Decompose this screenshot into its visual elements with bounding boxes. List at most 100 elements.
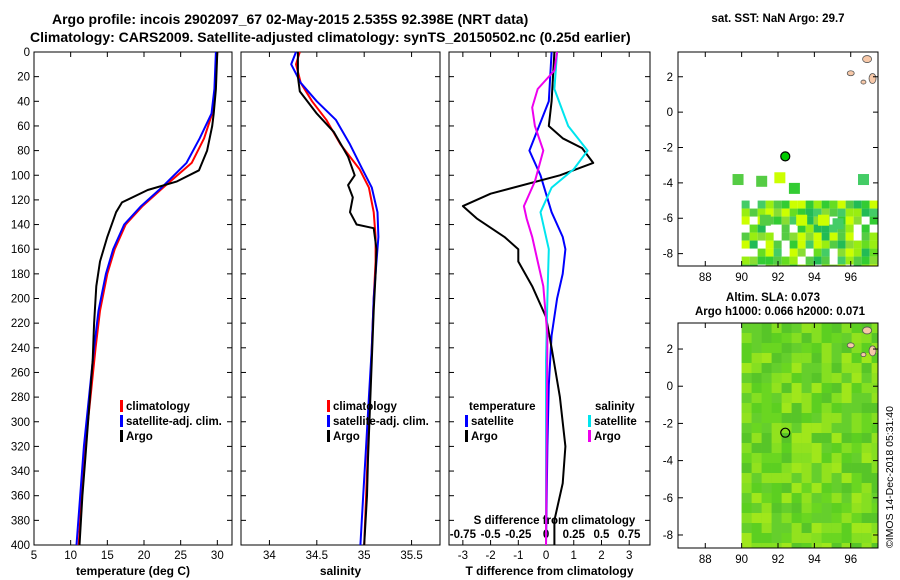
sla-cell: [811, 453, 822, 463]
sla-cell: [831, 333, 842, 343]
sla-cell: [851, 433, 862, 443]
map-y-tick-label: -2: [663, 143, 673, 155]
timestamp-stamp: ©IMOS 14-Dec-2018 05:31:40: [884, 406, 896, 548]
sla-cell: [791, 363, 802, 373]
y-tick-label: 400: [11, 540, 30, 552]
sst-cell: [805, 208, 814, 217]
map-y-tick-label: -2: [663, 418, 673, 430]
sla-map-panel: 88 90 92 94 96 2 0 -2 -4 -6 -8 Altim. SLA: 0.073 Arg…: [663, 292, 879, 566]
sla-cell: [761, 363, 772, 373]
sla-cell: [851, 343, 862, 353]
legend-entry: Argo: [126, 431, 153, 443]
sla-cell: [761, 423, 772, 433]
sst-cell: [757, 248, 766, 257]
sst-cell: [805, 264, 814, 266]
map-x-tick-label: 88: [699, 272, 712, 284]
sst-cell: [877, 216, 878, 225]
sla-cell: [841, 363, 852, 373]
sla-cell: [801, 493, 812, 503]
sla-cell: [851, 533, 862, 543]
sla-cell: [861, 343, 872, 353]
sla-cell: [851, 443, 862, 453]
x2-tick-label: -0.75: [450, 529, 477, 541]
sla-cell: [831, 413, 842, 423]
sla-cell: [861, 383, 872, 393]
sst-cell: [853, 248, 862, 257]
sla-cell: [741, 473, 752, 483]
sla-cell: [861, 333, 872, 343]
sla-cell: [741, 523, 752, 533]
map-subtitle: Argo h1000: 0.066 h2000: 0.071: [695, 306, 866, 318]
sla-cell: [871, 543, 878, 548]
sla-cell: [871, 323, 878, 333]
sst-cell: [829, 208, 838, 217]
legend-entry: climatology: [333, 401, 398, 413]
sst-cell: [773, 248, 782, 257]
sst-cell: [781, 208, 790, 217]
sla-cell: [801, 363, 812, 373]
sla-cell: [811, 483, 822, 493]
sst-cell: [789, 248, 798, 257]
sst-cell: [837, 248, 846, 257]
sst-cell: [829, 240, 838, 249]
sla-cell: [741, 403, 752, 413]
sla-cell: [761, 343, 772, 353]
sla-cell: [801, 413, 812, 423]
sla-cell: [781, 413, 792, 423]
sla-cell: [841, 323, 852, 333]
sla-cell: [741, 493, 752, 503]
y-tick-label: 260: [11, 367, 30, 379]
sla-cell: [831, 523, 842, 533]
legend-entry: Argo: [594, 431, 621, 443]
series-line: [290, 51, 380, 546]
sla-cell: [801, 463, 812, 473]
sst-cell: [781, 216, 790, 225]
sla-cell: [851, 503, 862, 513]
sla-cell: [761, 413, 772, 423]
legend-swatch: [327, 415, 330, 427]
sla-cell: [841, 353, 852, 363]
legend-title-temperature: temperature: [469, 401, 535, 413]
sla-cell: [751, 413, 762, 423]
sla-cell: [781, 353, 792, 363]
sst-cell: [773, 240, 782, 249]
sla-cell: [811, 463, 822, 473]
sla-cell: [821, 453, 832, 463]
x-tick-label: 25: [174, 550, 187, 562]
sla-cell: [851, 523, 862, 533]
sst-cell: [821, 240, 830, 249]
x-axis-label: temperature (deg C): [76, 564, 190, 578]
sla-cell: [741, 483, 752, 493]
sla-cell: [791, 523, 802, 533]
y-tick-label: 20: [17, 72, 30, 84]
sst-cell: [757, 200, 766, 209]
sla-cell: [861, 513, 872, 523]
sla-cell: [841, 503, 852, 513]
sla-cell: [871, 483, 878, 493]
sla-cell: [871, 423, 878, 433]
sla-cell: [861, 413, 872, 423]
sla-cell: [821, 413, 832, 423]
sla-cell: [861, 433, 872, 443]
sst-cell: [829, 200, 838, 209]
sla-cell: [761, 443, 772, 453]
sst-cell: [757, 256, 766, 265]
sla-cell: [861, 363, 872, 373]
sst-cell: [837, 208, 846, 217]
sla-cell: [771, 513, 782, 523]
sla-cell: [821, 513, 832, 523]
x-tick-label: 15: [101, 550, 114, 562]
legend-swatch: [327, 400, 330, 412]
series-line: [78, 51, 219, 546]
sst-cell: [773, 208, 782, 217]
sst-cell: [877, 256, 878, 265]
sla-cell: [761, 323, 772, 333]
sla-cell: [871, 413, 878, 423]
map-y-tick-label: -6: [663, 493, 673, 505]
sst-cell: [877, 232, 878, 241]
sla-cell: [831, 433, 842, 443]
sla-cell: [841, 463, 852, 473]
sla-cell: [781, 433, 792, 443]
sla-cell: [741, 443, 752, 453]
map-title: sat. SST: NaN Argo: 29.7: [711, 13, 844, 25]
